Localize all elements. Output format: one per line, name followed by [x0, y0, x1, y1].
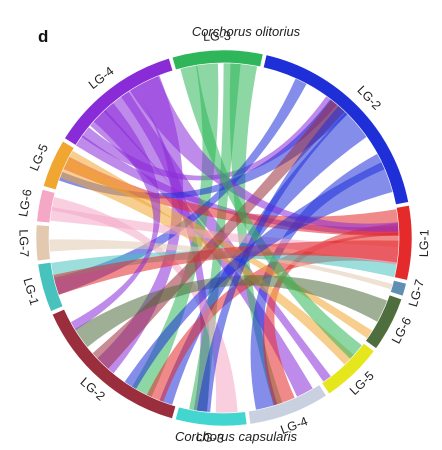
synteny-ribbon-c1-o1	[50, 250, 398, 280]
chromosome-arcs	[35, 49, 413, 427]
synteny-ribbon-c5b-o6	[64, 150, 373, 339]
synteny-ribbon-o4-o1	[129, 75, 399, 232]
chromosome-arc-o6	[365, 294, 403, 349]
panel-label: d	[38, 27, 48, 46]
synteny-ribbon-o2-c5b	[58, 99, 348, 199]
chromosome-arc-c7	[35, 224, 51, 262]
chromosome-arc-o2	[263, 54, 409, 205]
chromosome-arc-c1	[37, 262, 64, 312]
chromosome-arc-c3	[174, 406, 248, 427]
chromosome-label-c5b: LG-5	[27, 142, 51, 173]
synteny-ribbon-o1-c1	[52, 240, 399, 296]
bottom-genome-label: Corchorus capsularis	[175, 429, 298, 444]
top-genome-label: Corchorus olitorius	[192, 24, 301, 39]
chromosome-label-o7: LG-7	[406, 278, 427, 309]
chromosome-arc-c4	[248, 384, 327, 425]
chromosome-arc-o1	[394, 205, 413, 281]
synteny-ribbon-o1-c4	[262, 223, 399, 406]
synteny-ribbon-c6-c3	[51, 196, 238, 413]
chromosome-label-o3: LG-3	[203, 29, 231, 44]
synteny-ribbon-c7-o7	[49, 239, 393, 290]
chromosome-arc-o7	[390, 279, 407, 297]
synteny-ribbon-o3-c3	[189, 63, 241, 413]
synteny-ribbon-o3-c4	[229, 63, 283, 406]
chromosome-arc-o4	[64, 57, 174, 146]
chromosome-label-o1: LG-1	[417, 229, 432, 257]
chromosome-label-c1: LG-1	[21, 276, 42, 307]
chromosome-arc-c6	[36, 188, 56, 224]
synteny-ribbon-o3-c5	[180, 65, 363, 359]
chromosome-arc-c5b	[42, 140, 75, 191]
chromosome-arc-o3	[171, 49, 264, 71]
synteny-ribbon-o2-c2	[124, 162, 393, 390]
chromosome-arc-c5	[321, 342, 375, 395]
synteny-ribbon-c5b-c5	[59, 158, 355, 365]
synteny-links	[49, 63, 400, 413]
chromosome-arc-c2	[51, 308, 177, 420]
synteny-ribbon-o6-c2	[74, 275, 388, 348]
synteny-ribbon-o2-c3	[196, 105, 348, 413]
chromosome-label-c3: LG-3	[196, 430, 225, 446]
synteny-ribbon-o2-c2	[159, 112, 367, 406]
chromosome-label-c7: LG-7	[16, 229, 31, 257]
synteny-ribbon-o4-c2	[70, 102, 161, 331]
chromosome-label-c6: LG-6	[16, 188, 35, 218]
